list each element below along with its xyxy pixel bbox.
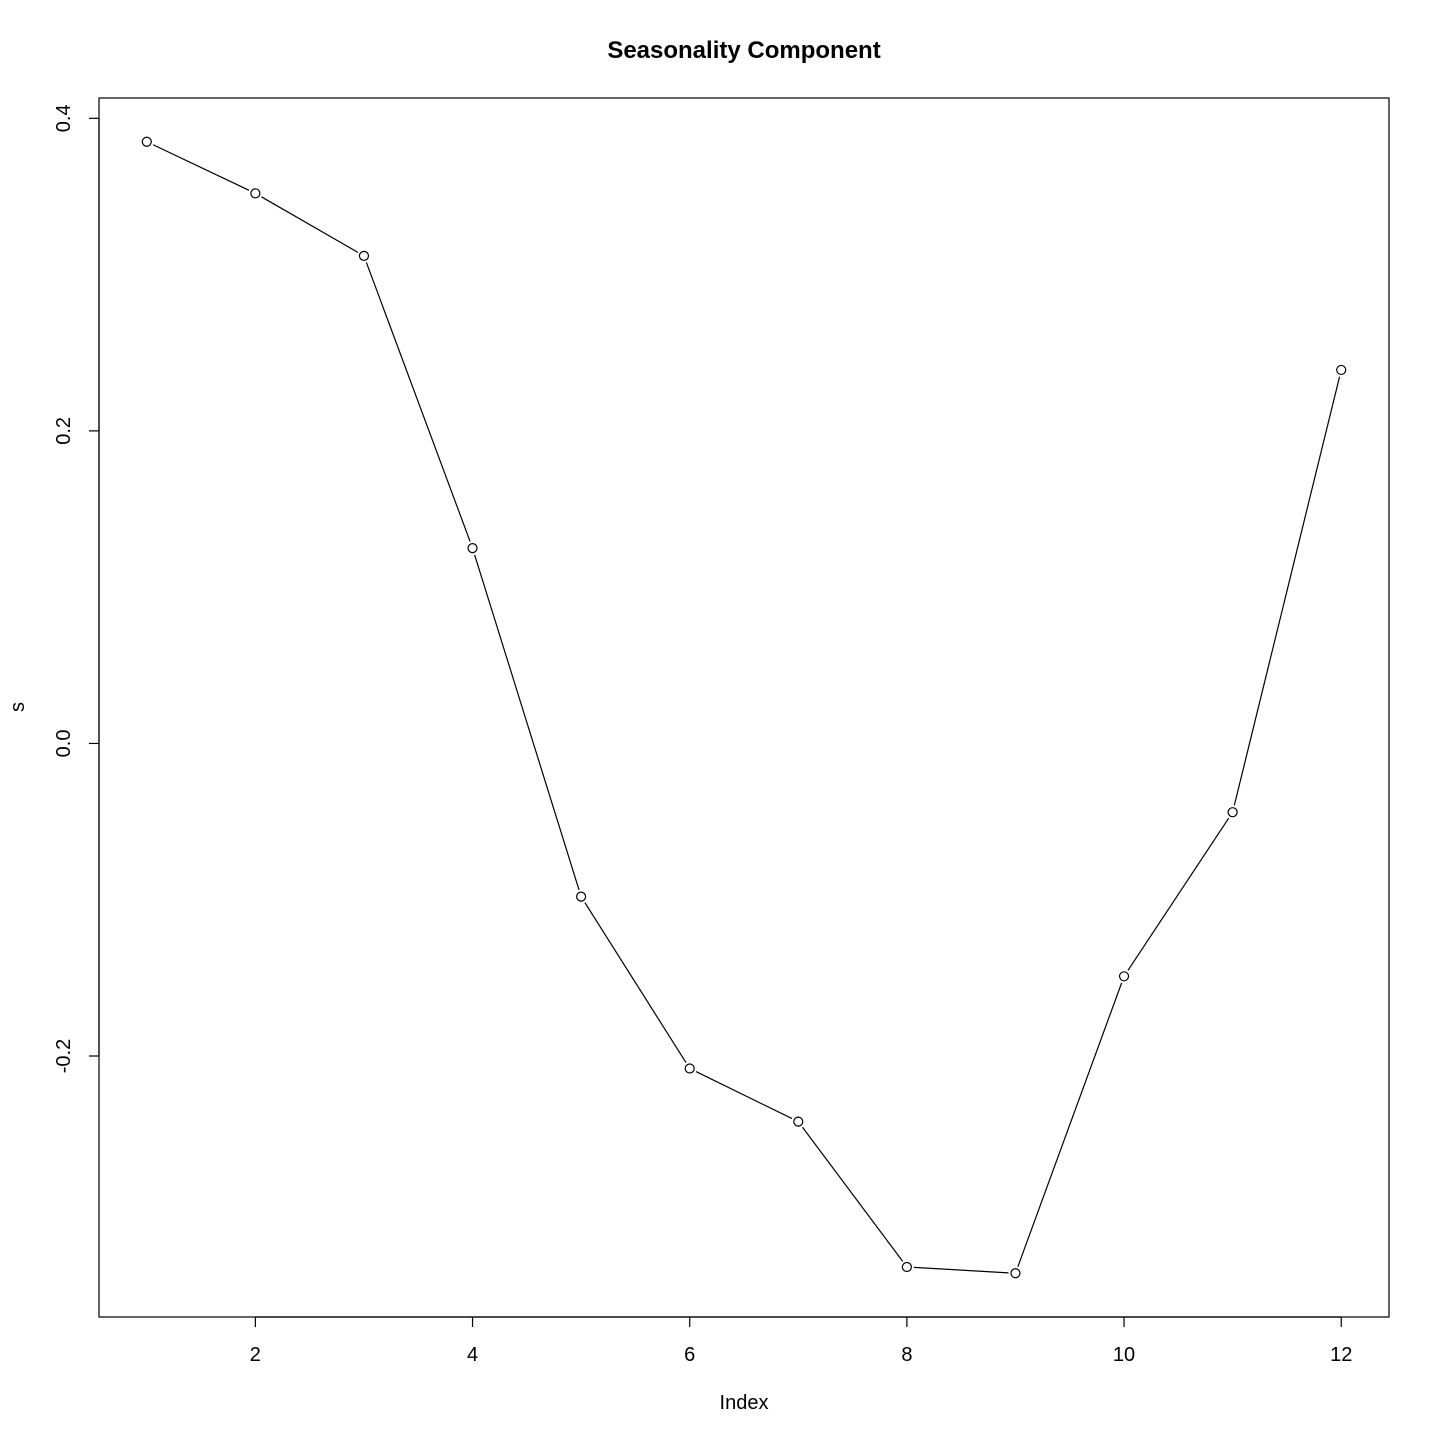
x-tick-label: 10 <box>1113 1344 1135 1366</box>
x-axis: 2 4 6 8 10 12 <box>250 1316 1352 1366</box>
data-point <box>1010 1268 1021 1279</box>
series-segment <box>1017 982 1123 1267</box>
data-point <box>1227 807 1238 818</box>
data-point <box>358 250 370 261</box>
series-segment <box>1127 817 1230 971</box>
data-point <box>684 1063 695 1074</box>
series-segment <box>802 1126 904 1262</box>
data-point <box>793 1116 804 1127</box>
y-axis: -0.2 0.0 0.2 0.4 <box>53 104 100 1073</box>
data-point <box>576 891 587 902</box>
y-tick-label: -0.2 <box>53 1039 75 1073</box>
series-segment <box>1233 376 1341 806</box>
x-tick-label: 8 <box>901 1344 912 1366</box>
data-point <box>467 542 478 554</box>
data-point <box>1118 971 1130 982</box>
series-segment <box>584 902 687 1063</box>
plot-frame <box>98 97 1390 1318</box>
series-segment <box>695 1071 793 1120</box>
y-tick-label: 0.4 <box>53 104 75 132</box>
y-tick-label: 0.2 <box>53 417 75 445</box>
data-point <box>1336 364 1347 376</box>
data-point <box>250 188 261 199</box>
series-segment <box>913 1266 1009 1274</box>
x-tick-label: 4 <box>467 1344 478 1366</box>
y-axis-label: s <box>7 702 29 712</box>
series-segment <box>261 196 359 253</box>
chart-title: Seasonality Component <box>607 37 880 64</box>
series-segment <box>152 144 250 191</box>
x-tick-label: 12 <box>1330 1344 1352 1366</box>
data-point <box>901 1261 912 1273</box>
series-segment <box>365 262 471 542</box>
x-tick-label: 2 <box>250 1344 261 1366</box>
series-segment <box>474 554 580 891</box>
series-group <box>141 136 1347 1279</box>
y-tick-label: 0.0 <box>53 730 75 758</box>
data-point <box>141 136 152 147</box>
x-axis-label: Index <box>720 1392 769 1414</box>
x-tick-label: 6 <box>684 1344 695 1366</box>
